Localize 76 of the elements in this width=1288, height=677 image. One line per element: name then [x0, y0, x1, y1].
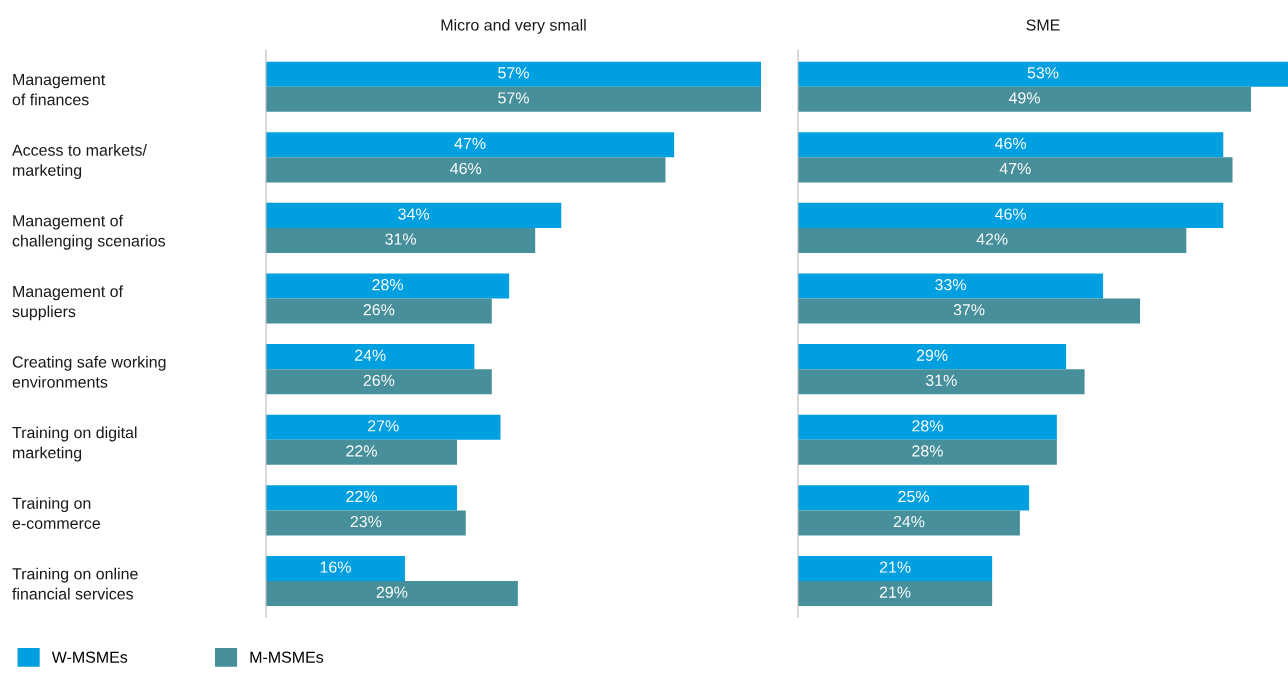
- data-label: 21%: [879, 561, 911, 573]
- data-label: 24%: [893, 515, 925, 528]
- legend-label: M-MSMEs: [250, 651, 324, 663]
- bar: [798, 132, 1224, 158]
- data-label: 47%: [999, 162, 1031, 175]
- data-label: 27%: [368, 420, 399, 432]
- data-label: 53%: [1027, 67, 1059, 79]
- data-label: 28%: [372, 278, 403, 291]
- bar: [266, 273, 510, 299]
- legend-label: W-MSMEs: [51, 651, 128, 663]
- bar: [266, 485, 458, 511]
- y-tick-label: Training on online financial services: [12, 567, 138, 600]
- data-label: 57%: [498, 67, 529, 79]
- bar: [798, 86, 1252, 112]
- bar: [266, 86, 761, 112]
- bar: [798, 202, 1224, 228]
- bar: [266, 580, 518, 607]
- data-label: 42%: [976, 233, 1008, 245]
- bar: [798, 157, 1233, 183]
- data-label: 37%: [953, 304, 985, 316]
- data-label: 26%: [363, 304, 395, 316]
- data-label: 29%: [376, 586, 408, 598]
- bar: [798, 273, 1104, 299]
- bar: [266, 439, 458, 465]
- y-tick-label: Access to markets/ marketing: [12, 144, 147, 180]
- bar: [266, 298, 492, 324]
- data-label: 22%: [346, 445, 377, 457]
- bar: [798, 344, 1067, 370]
- data-label: 16%: [320, 561, 351, 573]
- data-label: 22%: [346, 490, 377, 503]
- bar: [798, 227, 1187, 253]
- data-label: 46%: [995, 137, 1027, 150]
- chart-title: Micro and very small: [441, 18, 586, 34]
- bar: [798, 485, 1030, 511]
- bar: [798, 555, 993, 581]
- bar: [798, 61, 1288, 87]
- bar: [266, 157, 666, 183]
- data-label: 24%: [355, 349, 386, 361]
- data-label: 33%: [935, 278, 966, 291]
- bar: [798, 439, 1057, 465]
- data-label: 26%: [363, 374, 395, 386]
- data-label: 21%: [879, 586, 911, 598]
- y-tick-label: Management of challenging scenarios: [12, 214, 166, 250]
- data-label: 57%: [498, 92, 529, 104]
- bar: [266, 555, 405, 581]
- bar: [798, 369, 1085, 395]
- bar: [266, 414, 501, 440]
- bar: [266, 132, 675, 158]
- data-label: 31%: [385, 233, 417, 245]
- y-tick-label: Management of suppliers: [12, 285, 124, 321]
- bar: [798, 510, 1020, 536]
- bar: [798, 580, 993, 607]
- bar: [266, 369, 492, 395]
- data-label: 34%: [398, 208, 430, 220]
- bar: [266, 344, 475, 370]
- data-label: 29%: [916, 349, 948, 361]
- bar: [798, 414, 1057, 440]
- data-label: 49%: [1008, 92, 1040, 104]
- bar: [266, 510, 466, 536]
- bar: [798, 298, 1141, 324]
- bar: [266, 61, 761, 87]
- y-tick-label: Training on digital marketing: [12, 426, 137, 462]
- data-label: 47%: [454, 137, 486, 150]
- data-label: 23%: [350, 515, 382, 528]
- data-label: 31%: [925, 374, 957, 386]
- data-label: 46%: [995, 208, 1027, 220]
- y-tick-label: Training on e-commerce: [12, 497, 101, 529]
- y-tick-label: Management of finances: [12, 74, 106, 106]
- bar: [266, 202, 562, 228]
- chart-title: SME: [1026, 19, 1060, 31]
- data-label: 25%: [898, 490, 929, 503]
- data-label: 46%: [450, 162, 482, 175]
- data-label: 28%: [912, 445, 943, 457]
- bar: [266, 227, 536, 253]
- y-tick-label: Creating safe working environments: [12, 355, 166, 388]
- data-label: 28%: [912, 420, 943, 432]
